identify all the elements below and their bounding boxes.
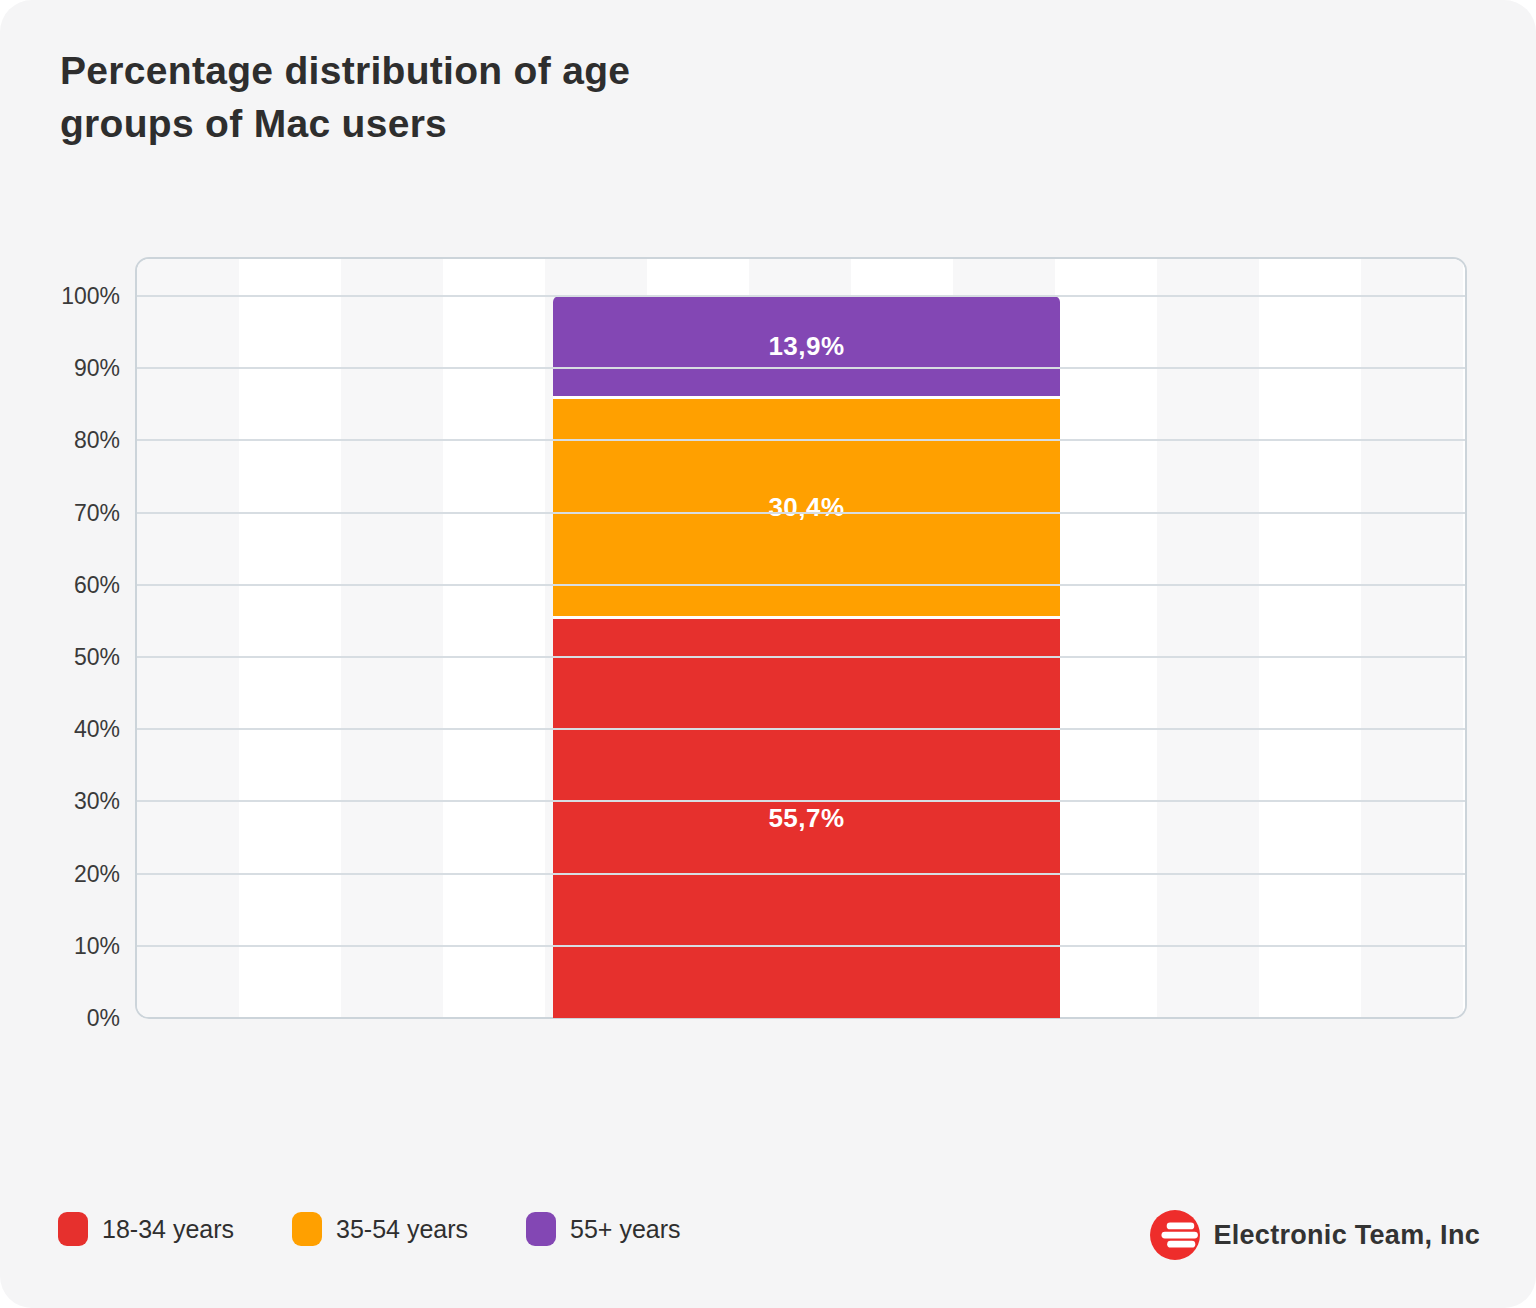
y-tick-label: 90% <box>0 354 120 382</box>
gridline <box>137 728 1465 730</box>
bar-segment-55-years: 13,9% <box>553 296 1060 396</box>
y-tick-label: 20% <box>0 860 120 888</box>
gridline <box>137 512 1465 514</box>
y-tick-label: 10% <box>0 932 120 960</box>
legend-item: 55+ years <box>526 1212 681 1246</box>
chart-title-line-2: groups of Mac users <box>60 102 447 145</box>
legend-item: 18-34 years <box>58 1212 234 1246</box>
brand: Electronic Team, Inc <box>1150 1210 1480 1260</box>
legend-item: 35-54 years <box>292 1212 468 1246</box>
y-tick-label: 50% <box>0 643 120 671</box>
bar-segment-18-34-years: 55,7% <box>553 616 1060 1018</box>
segment-value-label: 30,4% <box>768 492 844 523</box>
y-tick-label: 60% <box>0 571 120 599</box>
chart-title-line-1: Percentage distribution of age <box>60 49 630 92</box>
y-tick-label: 80% <box>0 426 120 454</box>
gridline <box>137 439 1465 441</box>
legend-swatch <box>292 1212 322 1246</box>
gridline <box>137 945 1465 947</box>
segment-value-label: 13,9% <box>768 331 844 362</box>
y-tick-label: 40% <box>0 715 120 743</box>
legend-swatch <box>526 1212 556 1246</box>
electronic-team-logo-icon <box>1150 1210 1200 1260</box>
plot-grid: 13,9% 30,4% 55,7% <box>137 296 1465 1018</box>
legend-label: 18-34 years <box>102 1215 234 1244</box>
segment-value-label: 55,7% <box>768 803 844 834</box>
legend-label: 55+ years <box>570 1215 681 1244</box>
y-tick-label: 100% <box>0 282 120 310</box>
legend: 18-34 years 35-54 years 55+ years <box>58 1212 681 1246</box>
gridline <box>137 656 1465 658</box>
y-tick-label: 30% <box>0 787 120 815</box>
legend-label: 35-54 years <box>336 1215 468 1244</box>
legend-swatch <box>58 1212 88 1246</box>
y-axis: 0%10%20%30%40%50%60%70%80%90%100% <box>0 296 120 1018</box>
gridline <box>137 584 1465 586</box>
chart-title: Percentage distribution of age groups of … <box>60 44 630 150</box>
y-tick-label: 70% <box>0 499 120 527</box>
infographic-card: Percentage distribution of age groups of … <box>0 0 1536 1308</box>
gridline <box>137 873 1465 875</box>
gridline <box>137 800 1465 802</box>
brand-name: Electronic Team, Inc <box>1213 1220 1480 1251</box>
gridline <box>137 295 1465 297</box>
gridline <box>137 367 1465 369</box>
y-tick-label: 0% <box>0 1004 120 1032</box>
